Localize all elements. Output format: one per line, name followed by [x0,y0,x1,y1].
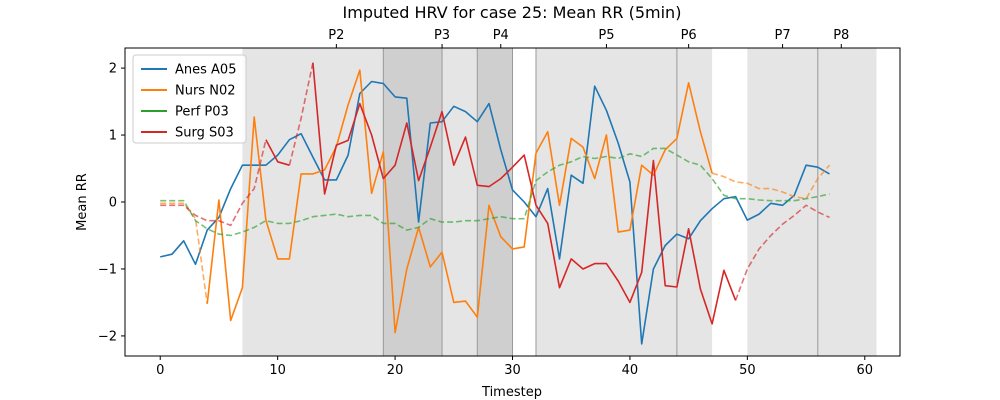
phase-bands [242,48,877,356]
x-tick-label: 20 [387,363,404,378]
series-line-observed [312,62,737,325]
phase-band [747,48,818,356]
y-tick-label: 0 [109,196,117,211]
y-tick-label: −2 [98,329,117,344]
plot-series [160,62,831,345]
x-axis-label: Timestep [481,385,542,400]
phase-band [817,48,877,356]
y-axis: −2 −1 0 1 2 [98,62,125,344]
series-line-observed [160,80,830,345]
x-tick-label: 50 [739,363,756,378]
phase-label: P6 [681,28,697,43]
series-line-imputed [734,204,830,301]
phase-band [442,48,478,356]
x-axis: 0 10 20 30 40 50 60 [156,356,873,378]
series-nurs-n02 [160,69,831,334]
phase-label: P3 [434,28,450,43]
legend-label: Perf P03 [175,105,229,120]
y-tick-label: −1 [98,262,117,277]
series-line-observed [206,69,713,334]
legend-box [132,54,247,144]
x-tick-label: 10 [269,363,286,378]
x-tick-label: 0 [156,363,164,378]
legend-label: Nurs N02 [175,84,235,99]
phase-label: P2 [328,28,344,43]
x-tick-label: 30 [504,363,521,378]
phase-label: P5 [598,28,614,43]
phase-band [535,48,677,356]
y-tick-label: 2 [109,62,117,77]
series-line-imputed [160,147,830,237]
series-perf-p03 [160,147,830,237]
series-line-imputed [288,62,314,166]
legend: Anes A05 Nurs N02 Perf P03 Surg S03 [132,54,247,144]
series-line-imputed [160,202,208,304]
phase-band [242,48,384,356]
phase-lines [382,48,819,356]
x-tick-label: 40 [622,363,639,378]
legend-label: Surg S03 [175,126,234,141]
top-axis: P2 P3 P4 P5 P6 P7 P8 [328,28,849,48]
series-anes-a05 [160,80,830,345]
phase-label: P7 [775,28,791,43]
series-line-imputed [160,139,267,227]
x-tick-label: 60 [856,363,873,378]
phase-label: P4 [493,28,509,43]
series-line-observed [265,139,290,166]
chart-title: Imputed HRV for case 25: Mean RR (5min) [343,3,682,22]
y-tick-label: 1 [109,129,117,144]
series-line-imputed [711,164,831,200]
phase-label: P8 [833,28,849,43]
legend-label: Anes A05 [175,63,236,78]
y-axis-label: Mean RR [75,173,90,231]
series-surg-s03 [160,62,830,325]
phase-band [477,48,513,356]
